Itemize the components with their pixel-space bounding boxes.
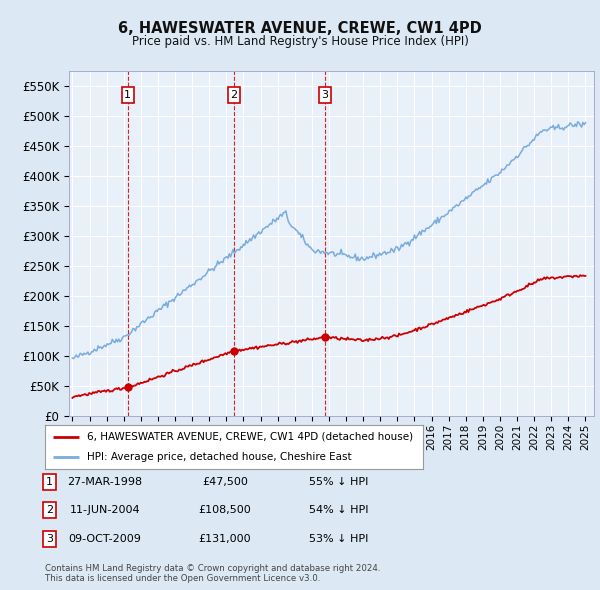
Text: £47,500: £47,500 (202, 477, 248, 487)
Text: 1: 1 (46, 477, 53, 487)
Text: 3: 3 (322, 90, 329, 100)
Text: HPI: Average price, detached house, Cheshire East: HPI: Average price, detached house, Ches… (86, 452, 351, 462)
Text: £131,000: £131,000 (199, 534, 251, 543)
Text: Contains HM Land Registry data © Crown copyright and database right 2024.: Contains HM Land Registry data © Crown c… (45, 563, 380, 572)
Text: 6, HAWESWATER AVENUE, CREWE, CW1 4PD (detached house): 6, HAWESWATER AVENUE, CREWE, CW1 4PD (de… (86, 432, 413, 442)
Text: 55% ↓ HPI: 55% ↓ HPI (310, 477, 368, 487)
Text: 2: 2 (46, 506, 53, 515)
Text: 11-JUN-2004: 11-JUN-2004 (70, 506, 140, 515)
Text: 27-MAR-1998: 27-MAR-1998 (67, 477, 143, 487)
Text: Price paid vs. HM Land Registry's House Price Index (HPI): Price paid vs. HM Land Registry's House … (131, 35, 469, 48)
Text: 54% ↓ HPI: 54% ↓ HPI (309, 506, 369, 515)
Text: This data is licensed under the Open Government Licence v3.0.: This data is licensed under the Open Gov… (45, 573, 320, 582)
Text: £108,500: £108,500 (199, 506, 251, 515)
Text: 1: 1 (124, 90, 131, 100)
Text: 6, HAWESWATER AVENUE, CREWE, CW1 4PD: 6, HAWESWATER AVENUE, CREWE, CW1 4PD (118, 21, 482, 37)
Text: 09-OCT-2009: 09-OCT-2009 (68, 534, 142, 543)
Text: 53% ↓ HPI: 53% ↓ HPI (310, 534, 368, 543)
Text: 3: 3 (46, 534, 53, 543)
Text: 2: 2 (230, 90, 238, 100)
